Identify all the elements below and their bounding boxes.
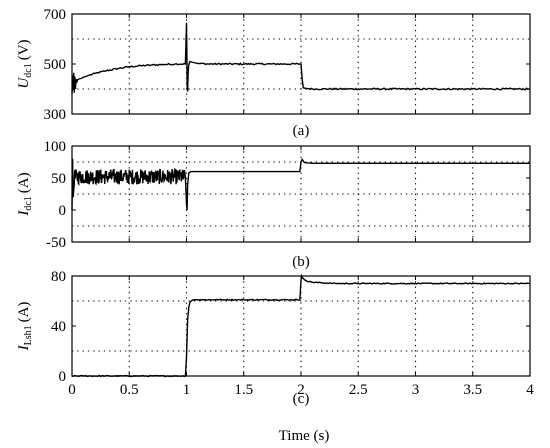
y-axis-label-symbol: I xyxy=(16,210,32,217)
y-axis-label-unit: (A) xyxy=(16,172,32,193)
x-tick-label: 0 xyxy=(68,382,76,398)
y-tick-label: 700 xyxy=(44,7,67,23)
y-axis-label-subscript: dc1 xyxy=(23,196,34,210)
y-tick-label: 40 xyxy=(51,319,66,335)
x-tick-label: 3.5 xyxy=(463,382,482,398)
y-tick-label: 500 xyxy=(44,57,67,73)
y-axis-label: Udc1 (V) xyxy=(16,39,34,88)
x-tick-label: 1 xyxy=(183,382,191,398)
x-axis-label: Time (s) xyxy=(279,428,330,444)
panel-label: (b) xyxy=(292,254,310,270)
y-tick-label: 0 xyxy=(59,369,67,385)
x-tick-label: 2 xyxy=(297,382,305,398)
series-line xyxy=(71,158,530,211)
y-axis-label: Idc1 (A) xyxy=(16,172,34,216)
series-line xyxy=(71,22,531,95)
panel-label: (c) xyxy=(293,391,310,407)
x-tick-label: 0.5 xyxy=(120,382,139,398)
y-axis-label-symbol: U xyxy=(16,77,32,89)
y-tick-label: 80 xyxy=(51,269,66,285)
y-axis-label-subscript: dc1 xyxy=(23,63,34,77)
y-axis-label-subscript: Lsh1 xyxy=(23,325,34,345)
x-tick-label: 3 xyxy=(412,382,420,398)
panel-b-chart: -50 0 50 100 Idc1 (A) (b) xyxy=(16,139,531,270)
panel-label: (a) xyxy=(293,123,310,139)
y-tick-label: 50 xyxy=(51,171,66,187)
y-tick-label: -50 xyxy=(46,235,66,251)
y-tick-label: 0 xyxy=(59,203,67,219)
y-tick-label: 100 xyxy=(44,139,67,155)
x-tick-labels: 0 0.5 1 1.5 2 2.5 3 3.5 4 xyxy=(68,382,534,398)
x-tick-label: 2.5 xyxy=(349,382,368,398)
panel-a-chart: 300 500 700 Udc1 (V) (a) xyxy=(16,7,531,139)
y-axis-label-unit: (A) xyxy=(16,302,32,323)
x-tick-label: 4 xyxy=(526,382,534,398)
x-tick-label: 1.5 xyxy=(234,382,253,398)
y-axis-label-unit: (V) xyxy=(16,39,32,60)
y-axis-label: ILsh1 (A) xyxy=(16,302,34,352)
y-tick-label: 300 xyxy=(44,107,67,123)
y-axis-label-symbol: I xyxy=(16,344,32,351)
